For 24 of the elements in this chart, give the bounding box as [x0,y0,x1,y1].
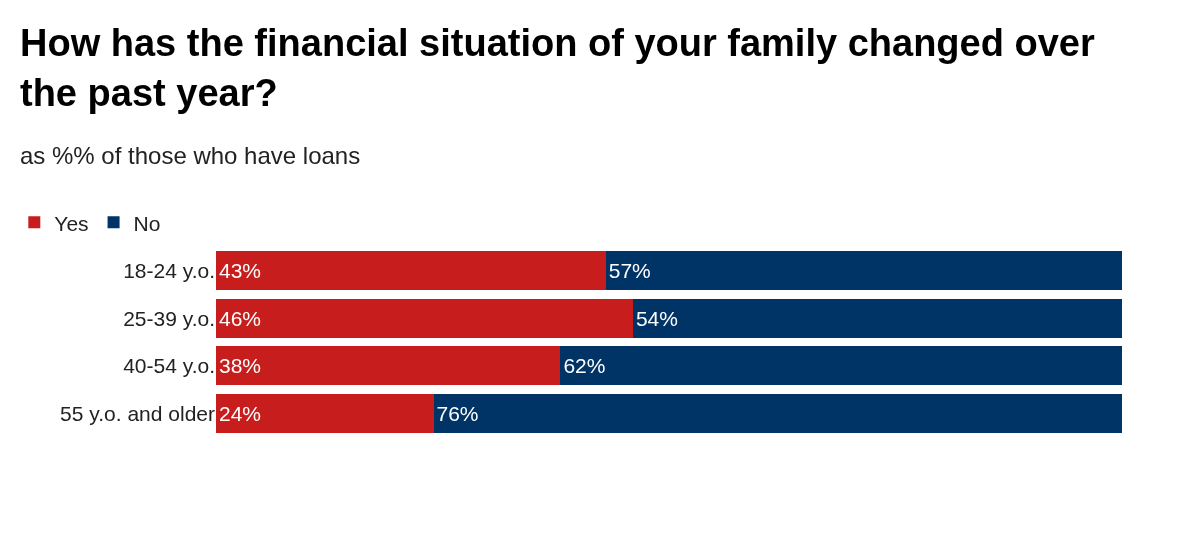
data-label: 76% [436,401,479,425]
bar [433,393,1123,433]
y-tick-label: 40-54 y.o. [123,354,215,378]
bar [216,251,606,291]
bar [216,393,434,433]
data-label: 43% [219,259,262,283]
bar [605,251,1123,291]
bar [560,346,1123,386]
data-label: 46% [219,306,262,330]
data-label: 24% [219,401,262,425]
data-label: 38% [219,354,262,378]
bar [216,298,633,338]
y-tick-label: 18-24 y.o. [123,259,215,283]
legend-label: No [133,211,161,235]
y-tick-label: 25-39 y.o. [123,306,215,330]
bar [216,346,561,386]
data-label: 62% [563,354,606,378]
chart-title: How has the financial situation of your family changed over the past year? [20,21,1096,116]
bar [632,298,1123,338]
chart-subtitle: as %% of those who have loans [20,142,361,170]
data-label: 57% [608,259,651,283]
legend-label: Yes [54,211,89,235]
y-tick-label: 55 y.o. and older [60,401,215,425]
data-label: 54% [635,306,678,330]
